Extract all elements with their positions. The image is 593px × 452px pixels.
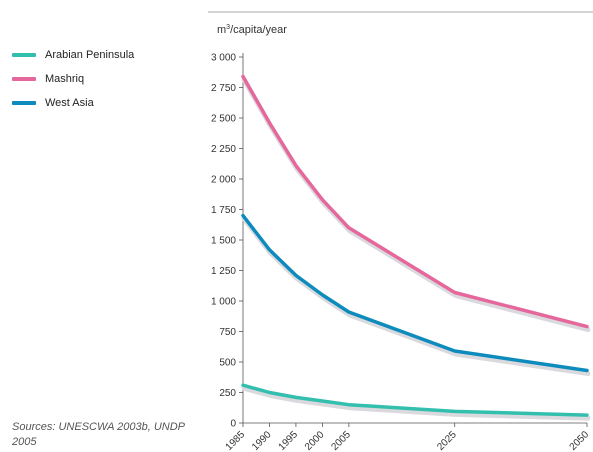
y-tick-label: 1 000 xyxy=(211,297,236,308)
series-lines xyxy=(241,74,591,421)
y-tick-label: 2 250 xyxy=(211,144,236,155)
x-tick-label: 2050 xyxy=(568,429,592,452)
series-line-shadow xyxy=(241,385,591,421)
legend-item: West Asia xyxy=(12,94,134,111)
x-tick-label: 1995 xyxy=(277,429,301,452)
y-tick-label: 1 250 xyxy=(211,266,236,277)
series-line-shadow xyxy=(241,216,591,376)
y-tick-label: 500 xyxy=(219,358,236,369)
y-tick-label: 750 xyxy=(219,327,236,338)
series-line xyxy=(241,74,589,329)
y-axis: 0 250 500 750 1 000 1 250 1 500 1 750 2 000 2 250… xyxy=(211,53,244,430)
legend-label: Mashriq xyxy=(45,72,85,85)
y-tick-label: 1 500 xyxy=(211,236,236,247)
x-tick-label: 2005 xyxy=(329,429,353,452)
legend-item: Mashriq xyxy=(12,70,134,87)
y-tick-label: 0 xyxy=(230,419,236,430)
legend-item: Arabian Peninsula xyxy=(12,46,134,63)
y-tick-label: 250 xyxy=(219,388,236,399)
series-line xyxy=(241,213,589,373)
y-tick-label: 1 750 xyxy=(211,205,236,216)
legend-label: West Asia xyxy=(45,96,94,109)
x-tick-label: 1985 xyxy=(224,429,248,452)
y-tick-label: 3 000 xyxy=(211,53,236,64)
legend: Arabian Peninsula Mashriq West Asia xyxy=(12,46,134,118)
x-tick-label: 2000 xyxy=(303,429,327,452)
y-tick-label: 2 500 xyxy=(211,114,236,125)
x-axis: 1985 1990 1995 2000 2005 2025 2050 xyxy=(224,422,592,452)
x-tick-label: 1990 xyxy=(250,429,274,452)
y-tick-label: 2 750 xyxy=(211,83,236,94)
y-axis-unit-label: m3/capita/year xyxy=(217,24,287,36)
y-tick-label: 2 000 xyxy=(211,175,236,186)
source-note: Sources: UNESCWA 2003b, UNDP 2005 xyxy=(12,421,185,448)
x-tick-label: 2025 xyxy=(435,429,459,452)
legend-swatch xyxy=(12,52,36,57)
series-line-shadow xyxy=(241,77,591,333)
legend-label: Arabian Peninsula xyxy=(45,48,135,61)
legend-swatch xyxy=(12,100,36,105)
legend-swatch xyxy=(12,76,36,81)
series-line xyxy=(241,383,589,417)
